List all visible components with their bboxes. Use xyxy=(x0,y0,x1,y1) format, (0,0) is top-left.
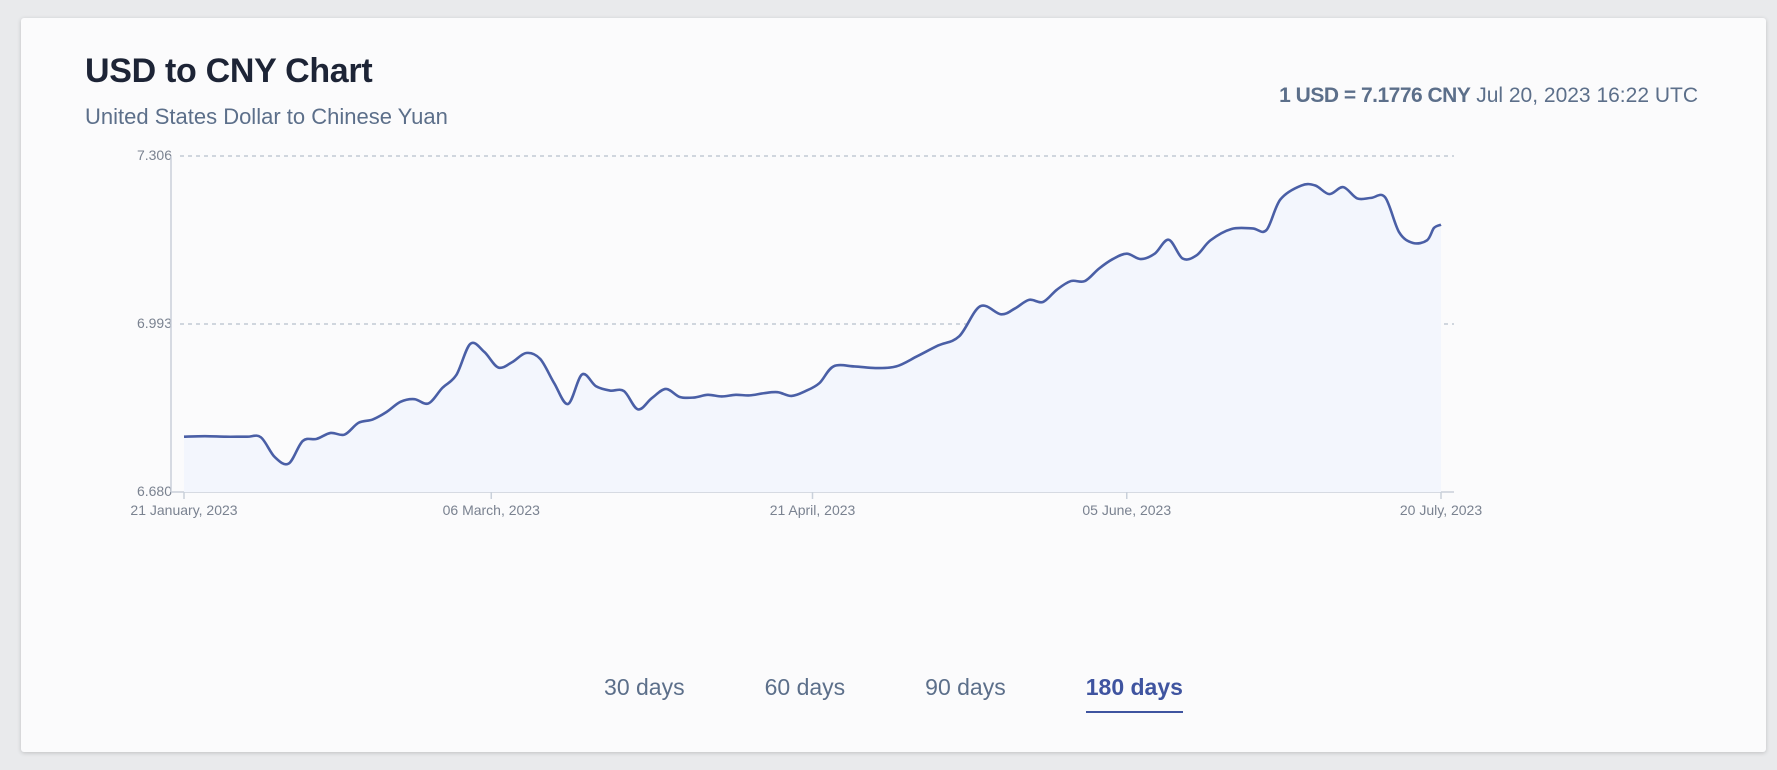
y-tick-label: 7.306 xyxy=(137,147,172,163)
tab-90-days[interactable]: 90 days xyxy=(925,674,1006,700)
x-tick-label: 21 January, 2023 xyxy=(130,502,237,518)
x-tick-label: 06 March, 2023 xyxy=(443,502,540,518)
rate-timestamp: Jul 20, 2023 16:22 UTC xyxy=(1476,84,1698,107)
series-line xyxy=(183,182,1442,466)
chart-card: USD to CNY Chart United States Dollar to… xyxy=(21,18,1766,752)
tab-30-days[interactable]: 30 days xyxy=(604,674,685,700)
series-area xyxy=(184,184,1441,492)
tab-60-days[interactable]: 60 days xyxy=(764,674,846,700)
range-tabs: 30 days 60 days 90 days 180 days xyxy=(21,674,1766,713)
x-tick-label: 05 June, 2023 xyxy=(1082,502,1171,518)
x-tick-label: 20 July, 2023 xyxy=(1400,502,1482,518)
rate-value: 1 USD = 7.1776 CNY xyxy=(1279,84,1471,107)
page-title: USD to CNY Chart xyxy=(85,52,373,90)
tab-180-days[interactable]: 180 days xyxy=(1085,674,1183,713)
page-subtitle: United States Dollar to Chinese Yuan xyxy=(85,104,448,129)
exchange-rate-chart[interactable]: 6.680 6.993 7.306 21 January, 2023 06 March,… xyxy=(21,18,1766,578)
x-tick-label: 21 April, 2023 xyxy=(770,502,856,518)
y-tick-label: 6.680 xyxy=(137,483,172,499)
y-tick-label: 6.993 xyxy=(137,315,172,331)
current-rate: 1 USD = 7.1776 CNY Jul 20, 2023 16:22 UT… xyxy=(1279,84,1698,108)
